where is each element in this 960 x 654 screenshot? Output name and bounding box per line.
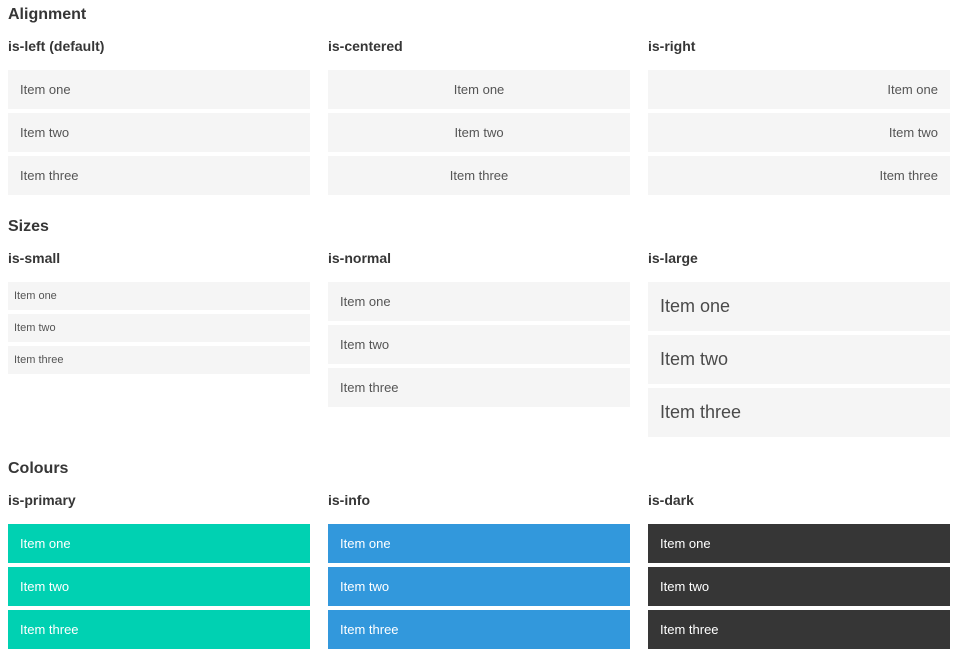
list-item: Item one xyxy=(328,70,630,109)
group-is-large: is-large Item one Item two Item three xyxy=(648,250,950,437)
group-label: is-right xyxy=(648,38,696,54)
group-is-small: is-small Item one Item two Item three xyxy=(8,250,310,374)
list-item: Item three xyxy=(328,610,630,649)
alignment-columns: is-left (default) Item one Item two Item… xyxy=(8,38,950,195)
list-item: Item one xyxy=(8,70,310,109)
list-item: Item two xyxy=(328,325,630,364)
list-item: Item one xyxy=(648,282,950,331)
list-item: Item three xyxy=(648,610,950,649)
section-title: Alignment xyxy=(8,6,87,23)
list-item: Item one xyxy=(648,524,950,563)
list-item: Item three xyxy=(648,388,950,437)
group-is-normal: is-normal Item one Item two Item three xyxy=(328,250,630,407)
group-label: is-primary xyxy=(8,492,76,508)
group-label: is-centered xyxy=(328,38,403,54)
list-item: Item two xyxy=(648,113,950,152)
group-is-centered: is-centered Item one Item two Item three xyxy=(328,38,630,195)
list-item: Item three xyxy=(8,610,310,649)
list-item: Item two xyxy=(8,567,310,606)
group-label: is-dark xyxy=(648,492,694,508)
list-item: Item one xyxy=(328,524,630,563)
group-is-primary: is-primary Item one Item two Item three xyxy=(8,492,310,649)
list-item: Item one xyxy=(8,524,310,563)
group-is-dark: is-dark Item one Item two Item three xyxy=(648,492,950,649)
section-colours: Colours is-primary Item one Item two Ite… xyxy=(8,459,950,649)
list-item: Item two xyxy=(8,314,310,342)
list-item: Item two xyxy=(328,567,630,606)
list-item: Item three xyxy=(8,156,310,195)
group-is-right: is-right Item one Item two Item three xyxy=(648,38,950,195)
section-sizes: Sizes is-small Item one Item two Item th… xyxy=(8,217,950,437)
sizes-columns: is-small Item one Item two Item three is… xyxy=(8,250,950,437)
list-item: Item three xyxy=(8,346,310,374)
list-item: Item two xyxy=(328,113,630,152)
section-title: Colours xyxy=(8,460,69,477)
list-item: Item two xyxy=(648,335,950,384)
group-is-left: is-left (default) Item one Item two Item… xyxy=(8,38,310,195)
group-label: is-large xyxy=(648,250,698,266)
list-item: Item one xyxy=(648,70,950,109)
group-label: is-left (default) xyxy=(8,38,105,54)
group-is-info: is-info Item one Item two Item three xyxy=(328,492,630,649)
section-title: Sizes xyxy=(8,218,49,235)
list-item: Item one xyxy=(8,282,310,310)
list-item: Item three xyxy=(328,156,630,195)
group-label: is-small xyxy=(8,250,61,266)
group-label: is-normal xyxy=(328,250,392,266)
list-item: Item two xyxy=(8,113,310,152)
list-item: Item two xyxy=(648,567,950,606)
list-item: Item three xyxy=(648,156,950,195)
group-label: is-info xyxy=(328,492,370,508)
list-item: Item one xyxy=(328,282,630,321)
list-item: Item three xyxy=(328,368,630,407)
colours-columns: is-primary Item one Item two Item three … xyxy=(8,492,950,649)
section-alignment: Alignment is-left (default) Item one Ite… xyxy=(8,5,950,195)
